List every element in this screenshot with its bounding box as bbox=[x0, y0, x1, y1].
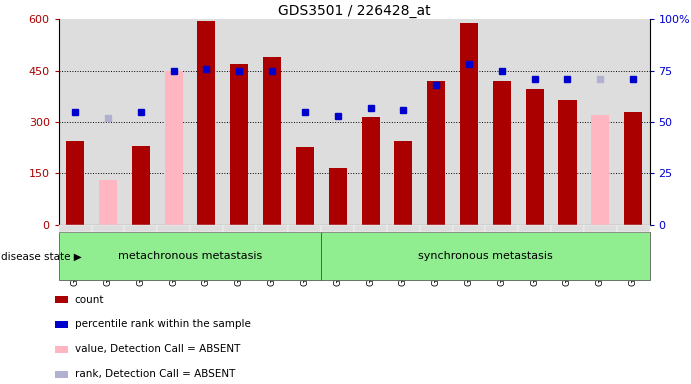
Bar bbox=[132, 146, 150, 225]
Bar bbox=[164, 71, 182, 225]
Bar bbox=[223, 19, 256, 225]
Text: metachronous metastasis: metachronous metastasis bbox=[118, 251, 262, 262]
Bar bbox=[584, 19, 616, 225]
Bar bbox=[624, 112, 642, 225]
Bar bbox=[66, 141, 84, 225]
Text: percentile rank within the sample: percentile rank within the sample bbox=[75, 319, 251, 329]
Bar bbox=[263, 57, 281, 225]
Bar bbox=[518, 19, 551, 225]
Bar bbox=[395, 141, 413, 225]
Bar bbox=[460, 23, 478, 225]
Bar bbox=[361, 117, 379, 225]
Bar bbox=[419, 19, 453, 225]
Text: rank, Detection Call = ABSENT: rank, Detection Call = ABSENT bbox=[75, 369, 235, 379]
Bar bbox=[190, 19, 223, 225]
Bar bbox=[321, 19, 354, 225]
Bar bbox=[427, 81, 445, 225]
Bar bbox=[157, 19, 190, 225]
Bar bbox=[59, 19, 91, 225]
Bar bbox=[256, 19, 288, 225]
Bar bbox=[526, 89, 544, 225]
Bar bbox=[91, 19, 124, 225]
Bar bbox=[453, 19, 485, 225]
Title: GDS3501 / 226428_at: GDS3501 / 226428_at bbox=[278, 4, 430, 18]
Text: synchronous metastasis: synchronous metastasis bbox=[418, 251, 553, 262]
Bar bbox=[99, 180, 117, 225]
Bar bbox=[198, 21, 216, 225]
Bar bbox=[485, 19, 518, 225]
Bar bbox=[493, 81, 511, 225]
Bar bbox=[288, 19, 321, 225]
Bar bbox=[124, 19, 157, 225]
Text: count: count bbox=[75, 295, 104, 305]
Bar bbox=[591, 115, 609, 225]
Bar bbox=[551, 19, 584, 225]
Bar bbox=[230, 64, 248, 225]
Text: value, Detection Call = ABSENT: value, Detection Call = ABSENT bbox=[75, 344, 240, 354]
Bar bbox=[616, 19, 650, 225]
Bar bbox=[329, 168, 347, 225]
Text: disease state ▶: disease state ▶ bbox=[1, 251, 82, 262]
Bar bbox=[387, 19, 419, 225]
Bar bbox=[296, 147, 314, 225]
Bar bbox=[354, 19, 387, 225]
Bar bbox=[558, 100, 576, 225]
